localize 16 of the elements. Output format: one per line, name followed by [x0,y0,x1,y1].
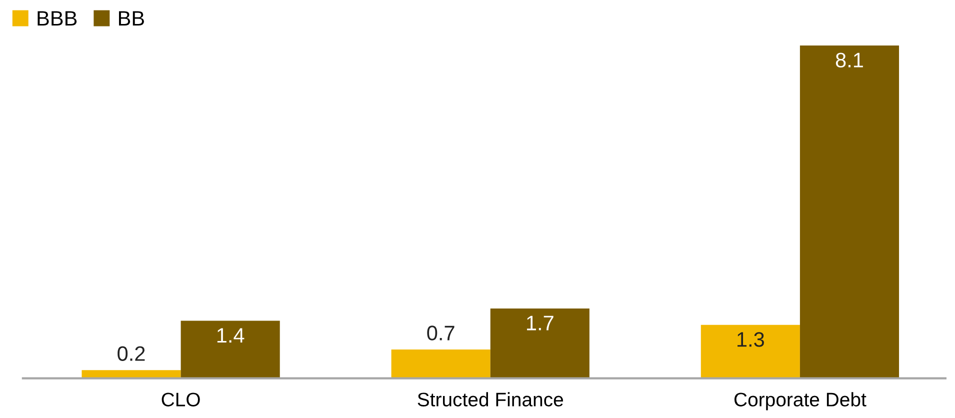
bar [700,324,800,378]
bar [180,320,280,378]
legend-label: BBB [38,11,77,26]
bar [391,350,490,378]
data-label: 1.3 [738,332,764,347]
data-label: 0.7 [427,326,454,340]
data-label: 1.7 [527,316,554,330]
data-label: 1.4 [217,328,244,343]
data-label: 8.1 [836,52,863,68]
bar [800,46,900,378]
legend-label: BB [119,11,144,26]
x-tick-label: Structed Finance [418,392,564,406]
data-label: 0.2 [118,346,145,361]
bar [490,308,590,378]
x-tick-label: Corporate Debt [734,392,866,410]
x-tick-label: CLO [162,392,200,406]
